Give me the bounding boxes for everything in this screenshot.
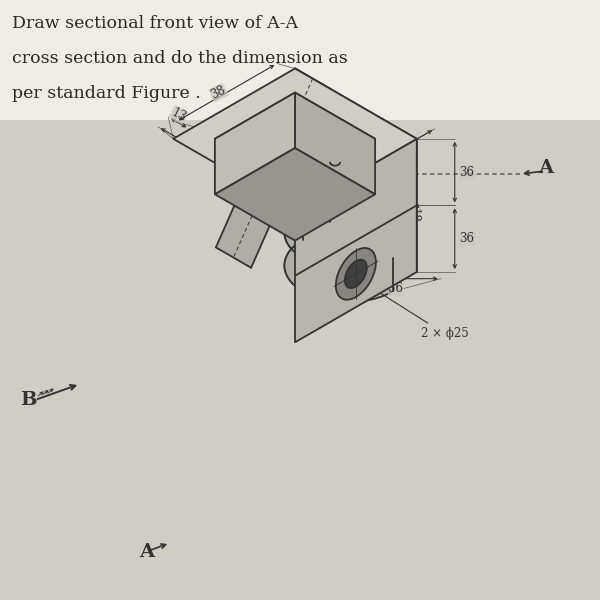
Text: 18: 18 xyxy=(407,208,420,223)
Bar xyxy=(0,0,600,120)
Polygon shape xyxy=(215,92,295,194)
Bar xyxy=(0,120,600,600)
Text: 64: 64 xyxy=(202,143,221,161)
Polygon shape xyxy=(295,92,375,194)
Polygon shape xyxy=(173,68,417,209)
Polygon shape xyxy=(284,206,393,269)
Text: cross section and do the dimension as: cross section and do the dimension as xyxy=(12,50,348,67)
Polygon shape xyxy=(215,148,375,241)
Polygon shape xyxy=(284,239,393,302)
Text: 22: 22 xyxy=(251,161,271,181)
Text: 13: 13 xyxy=(272,164,291,182)
Polygon shape xyxy=(284,206,303,292)
Polygon shape xyxy=(336,248,376,299)
Text: B: B xyxy=(20,391,37,409)
Text: 13: 13 xyxy=(169,106,188,124)
Polygon shape xyxy=(295,68,417,272)
Text: 56: 56 xyxy=(388,282,403,295)
Polygon shape xyxy=(295,68,330,222)
Polygon shape xyxy=(295,139,417,342)
Text: 50: 50 xyxy=(226,144,245,162)
Text: per standard Figure .: per standard Figure . xyxy=(12,85,201,102)
Text: Draw sectional front view of A-A: Draw sectional front view of A-A xyxy=(12,15,298,32)
Text: 38: 38 xyxy=(209,83,228,102)
Polygon shape xyxy=(345,260,367,288)
Text: 2 × ϕ25: 2 × ϕ25 xyxy=(361,281,469,340)
Polygon shape xyxy=(215,92,375,185)
Text: 76: 76 xyxy=(372,147,392,165)
Polygon shape xyxy=(216,68,330,268)
Text: A: A xyxy=(139,543,155,561)
Text: 36: 36 xyxy=(459,232,474,245)
Text: 32: 32 xyxy=(397,187,412,200)
Text: 36: 36 xyxy=(459,166,474,179)
Text: A: A xyxy=(538,159,554,177)
